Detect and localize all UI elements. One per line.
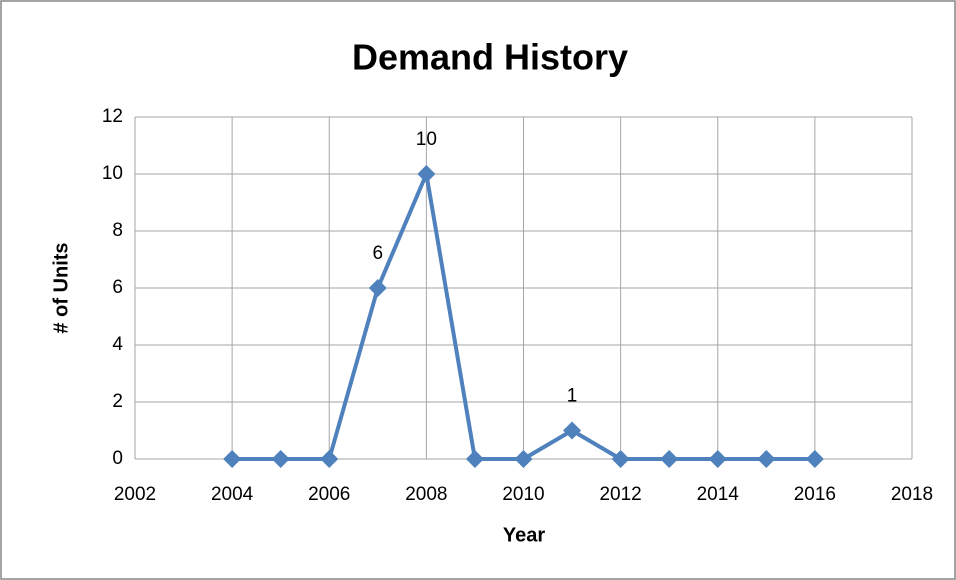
x-tick-label: 2004 — [211, 484, 254, 505]
x-axis-label: Year — [503, 524, 545, 546]
y-tick-label: 6 — [112, 277, 123, 298]
data-point — [223, 450, 242, 468]
data-point — [757, 450, 776, 468]
data-point — [805, 450, 824, 468]
data-label: 6 — [373, 243, 384, 264]
y-tick-label: 8 — [112, 220, 123, 241]
y-tick-label: 0 — [112, 448, 123, 469]
data-label: 10 — [416, 129, 437, 150]
x-tick-label: 2006 — [308, 484, 350, 505]
x-tick-label: 2016 — [794, 484, 836, 505]
x-tick-label: 2002 — [114, 484, 156, 505]
x-tick-label: 2018 — [891, 484, 933, 505]
y-axis-label: # of Units — [50, 242, 72, 333]
data-point — [417, 165, 436, 183]
data-point — [514, 450, 533, 468]
data-point — [271, 450, 290, 468]
y-tick-label: 10 — [102, 163, 123, 184]
data-point — [660, 450, 679, 468]
y-tick-label: 2 — [112, 391, 123, 412]
data-point — [465, 450, 484, 468]
x-tick-label: 2008 — [405, 484, 447, 505]
data-point — [368, 279, 387, 297]
data-point — [563, 421, 582, 440]
x-tick-label: 2014 — [697, 484, 740, 505]
y-tick-label: 12 — [102, 106, 123, 127]
x-tick-label: 2010 — [502, 484, 544, 505]
data-point — [708, 450, 727, 468]
data-label: 1 — [567, 386, 578, 407]
y-tick-label: 4 — [112, 334, 123, 355]
data-point — [320, 450, 339, 468]
data-point — [611, 450, 630, 468]
x-tick-label: 2012 — [599, 484, 641, 505]
chart-title: Demand History — [352, 37, 628, 78]
